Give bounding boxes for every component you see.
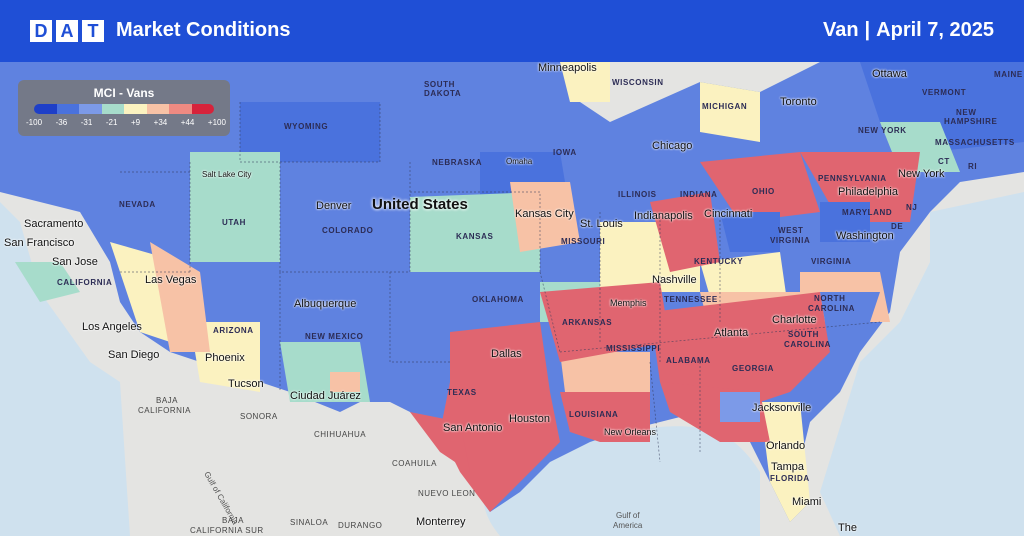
legend-swatch [169,104,192,114]
header-separator: | [864,19,871,41]
legend-swatch [146,104,169,114]
legend-swatch [56,104,79,114]
us-market-map [0,62,1024,536]
legend-color-bar [34,104,214,114]
legend-tick: +9 [130,118,141,127]
legend-swatch [79,104,102,114]
logo-letter-d: D [30,20,52,42]
legend-title: MCI - Vans [93,86,155,100]
header-meta: Van | April 7, 2025 [823,19,994,42]
legend-swatch [101,104,124,114]
legend-swatch [34,104,57,114]
legend-tick: +44 [180,118,195,127]
header-bar: D A T Market Conditions Van | April 7, 202… [0,0,1024,62]
dat-logo: D A T [30,20,104,42]
logo-letter-t: T [82,20,104,42]
page-title: Market Conditions [116,19,291,41]
legend-tick: +100 [207,118,226,127]
map-legend: MCI - Vans -100 -36 -31 -21 +9 +34 +44 +… [18,80,230,136]
legend-tick: +34 [153,118,168,127]
legend-tick: -31 [80,118,93,127]
logo-letter-a: A [56,20,78,42]
date-label: April 7, 2025 [876,19,994,41]
legend-tick: -21 [105,118,118,127]
legend-swatch [191,104,214,114]
equipment-label: Van [822,19,859,41]
legend-tick: -100 [26,118,43,127]
legend-tick: -36 [55,118,68,127]
legend-swatch [124,104,147,114]
legend-ticks: -100 -36 -31 -21 +9 +34 +44 +100 [26,118,226,127]
